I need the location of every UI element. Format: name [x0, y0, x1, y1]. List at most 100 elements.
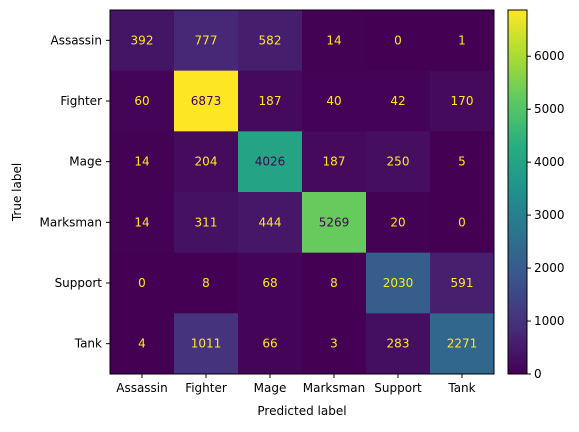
heatmap-cell — [302, 10, 367, 72]
cell-value-label: 40 — [326, 94, 341, 108]
heatmap-cell — [302, 192, 367, 254]
heatmap-cell — [302, 313, 367, 375]
cell-value-label: 14 — [134, 215, 149, 229]
heatmap-cell — [174, 10, 239, 72]
cell-value-label: 5269 — [319, 215, 350, 229]
x-tick-label: Mage — [254, 381, 287, 395]
heatmap-cell — [238, 70, 303, 132]
heatmap-cell — [430, 131, 495, 193]
colorbar-tick-label: 4000 — [534, 155, 565, 169]
heatmap-cell — [238, 192, 303, 254]
y-axis-label: True label — [10, 163, 24, 222]
heatmap-cell — [302, 252, 367, 314]
y-tick-label: Fighter — [60, 94, 102, 108]
cell-value-label: 1 — [458, 33, 466, 47]
heatmap-cell — [366, 10, 431, 72]
cell-value-label: 0 — [138, 276, 146, 290]
colorbar-tick-label: 6000 — [534, 49, 565, 63]
heatmap-cell — [430, 10, 495, 72]
cell-value-label: 20 — [390, 215, 405, 229]
heatmap-cell — [174, 252, 239, 314]
heatmap-cell — [238, 313, 303, 375]
cell-value-label: 204 — [195, 155, 218, 169]
cell-value-label: 591 — [451, 276, 474, 290]
cell-value-label: 66 — [262, 337, 277, 351]
colorbar — [507, 9, 528, 375]
x-tick-label: Fighter — [185, 381, 227, 395]
plot-frame — [109, 9, 495, 375]
heatmap-cell — [366, 252, 431, 314]
heatmap-cell — [366, 70, 431, 132]
cell-value-label: 582 — [259, 33, 282, 47]
y-tick-label: Support — [55, 276, 103, 290]
colorbar-ticks: 0 1000 2000 3000 4000 5000 6000 — [527, 49, 565, 381]
x-axis-ticks: Assassin Fighter Mage Marksman Support Tank — [116, 374, 476, 395]
heatmap-cell — [110, 192, 175, 254]
heatmap-cell — [110, 313, 175, 375]
y-tick-label: Marksman — [40, 215, 103, 229]
x-tick-label: Support — [374, 381, 422, 395]
cell-value-label: 4 — [138, 337, 146, 351]
heatmap-cell — [430, 192, 495, 254]
heatmap-cell — [174, 313, 239, 375]
heatmap-cell — [366, 131, 431, 193]
heatmap-cell — [430, 313, 495, 375]
heatmap-cell — [110, 131, 175, 193]
y-axis-ticks: Assassin Fighter Mage Marksman Support Tank — [40, 33, 110, 351]
cell-value-label: 14 — [326, 33, 341, 47]
heatmap-cell — [366, 192, 431, 254]
cell-value-label: 170 — [451, 94, 474, 108]
cell-value-label: 777 — [195, 33, 218, 47]
cell-value-label: 2271 — [447, 337, 478, 351]
colorbar-tick-label: 1000 — [534, 314, 565, 328]
cell-value-label: 0 — [394, 33, 402, 47]
cell-value-label: 8 — [330, 276, 338, 290]
cell-value-label: 68 — [262, 276, 277, 290]
cell-value-label: 3 — [330, 337, 338, 351]
x-tick-label: Tank — [447, 381, 475, 395]
colorbar-tick-label: 5000 — [534, 102, 565, 116]
heatmap-cell — [110, 70, 175, 132]
colorbar-tick-label: 3000 — [534, 208, 565, 222]
heatmap-cell — [302, 70, 367, 132]
cell-value-label: 6873 — [191, 94, 222, 108]
cell-value-label: 187 — [323, 155, 346, 169]
colorbar-tick-label: 2000 — [534, 261, 565, 275]
cell-value-label: 2030 — [383, 276, 414, 290]
cell-value-label: 5 — [458, 155, 466, 169]
y-tick-label: Mage — [69, 155, 102, 169]
heatmap-cell — [110, 252, 175, 314]
heatmap-cell — [366, 313, 431, 375]
heatmap-cell — [430, 70, 495, 132]
x-axis-label: Predicted label — [257, 404, 346, 418]
cell-value-label: 42 — [390, 94, 405, 108]
cell-value-label: 283 — [387, 337, 410, 351]
cell-value-label: 311 — [195, 215, 218, 229]
y-tick-label: Assassin — [50, 33, 102, 47]
heatmap-cell — [110, 10, 175, 72]
cell-value-label: 8 — [202, 276, 210, 290]
cell-value-label: 14 — [134, 155, 149, 169]
heatmap-cell — [174, 131, 239, 193]
heatmap-cell — [238, 252, 303, 314]
cell-value-label: 444 — [259, 215, 282, 229]
heatmap-cell — [238, 10, 303, 72]
cell-value-label: 4026 — [255, 155, 286, 169]
heatmap-cell — [430, 252, 495, 314]
cell-value-label: 1011 — [191, 337, 222, 351]
cell-value-label: 0 — [458, 215, 466, 229]
cell-value-label: 392 — [131, 33, 154, 47]
heatmap-cell — [174, 192, 239, 254]
cell-value-label: 187 — [259, 94, 282, 108]
heatmap-cell — [302, 131, 367, 193]
y-tick-label: Tank — [74, 337, 102, 351]
heatmap-cell — [174, 70, 239, 132]
colorbar-tick-label: 0 — [534, 367, 542, 381]
heatmap-cells — [110, 10, 495, 375]
x-tick-label: Marksman — [303, 381, 366, 395]
x-tick-label: Assassin — [116, 381, 168, 395]
cell-value-label: 60 — [134, 94, 149, 108]
cell-value-label: 250 — [387, 155, 410, 169]
